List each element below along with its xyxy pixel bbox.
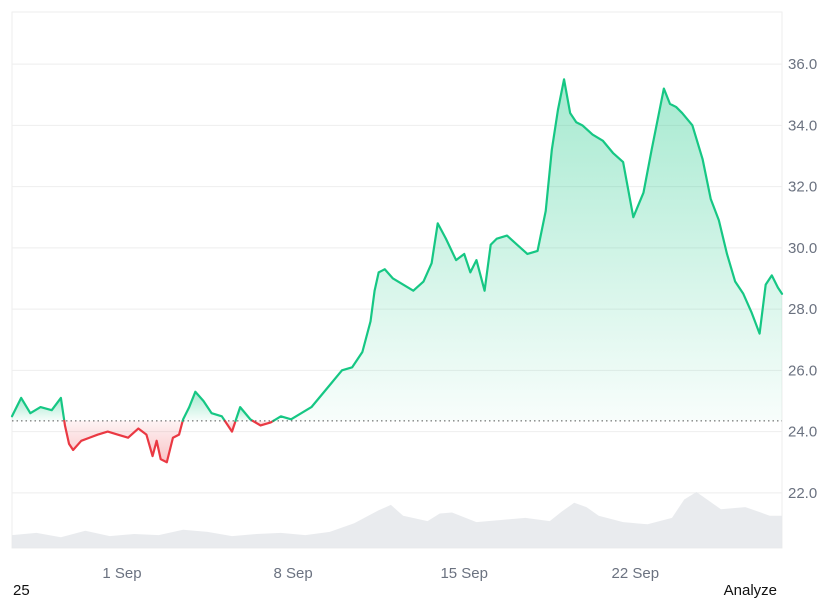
x-tick-label: 22 Sep [612,565,660,582]
volume-shape [12,492,782,548]
footer-left-label: 25 [13,582,30,599]
x-tick-label: 1 Sep [102,565,141,582]
price-line-up[interactable] [10,396,66,422]
price-line-up[interactable] [181,390,226,422]
y-tick-label: 30.0 [788,240,817,257]
x-tick-label: 8 Sep [274,565,313,582]
y-axis-ticks: 22.0 24.0 26.0 28.0 30.0 32.0 34.0 36.0 [788,56,817,502]
x-axis-ticks: 1 Sep 8 Sep 15 Sep 22 Sep [102,565,659,582]
price-line[interactable] [10,78,784,464]
y-tick-label: 26.0 [788,362,817,379]
price-area [12,79,782,463]
price-line-up[interactable] [272,78,784,422]
y-tick-label: 22.0 [788,485,817,502]
volume-area [12,492,782,548]
y-tick-label: 32.0 [788,179,817,196]
y-tick-label: 36.0 [788,56,817,73]
price-line-up[interactable] [234,406,254,422]
price-line-down[interactable] [63,419,184,464]
y-tick-label: 24.0 [788,424,817,441]
x-tick-label: 15 Sep [440,565,488,582]
price-line-down[interactable] [251,419,275,427]
y-tick-label: 28.0 [788,301,817,318]
area-fill-up [273,79,782,421]
analyze-link[interactable]: Analyze [723,582,777,599]
y-tick-label: 34.0 [788,117,817,134]
price-line-down[interactable] [223,419,237,433]
